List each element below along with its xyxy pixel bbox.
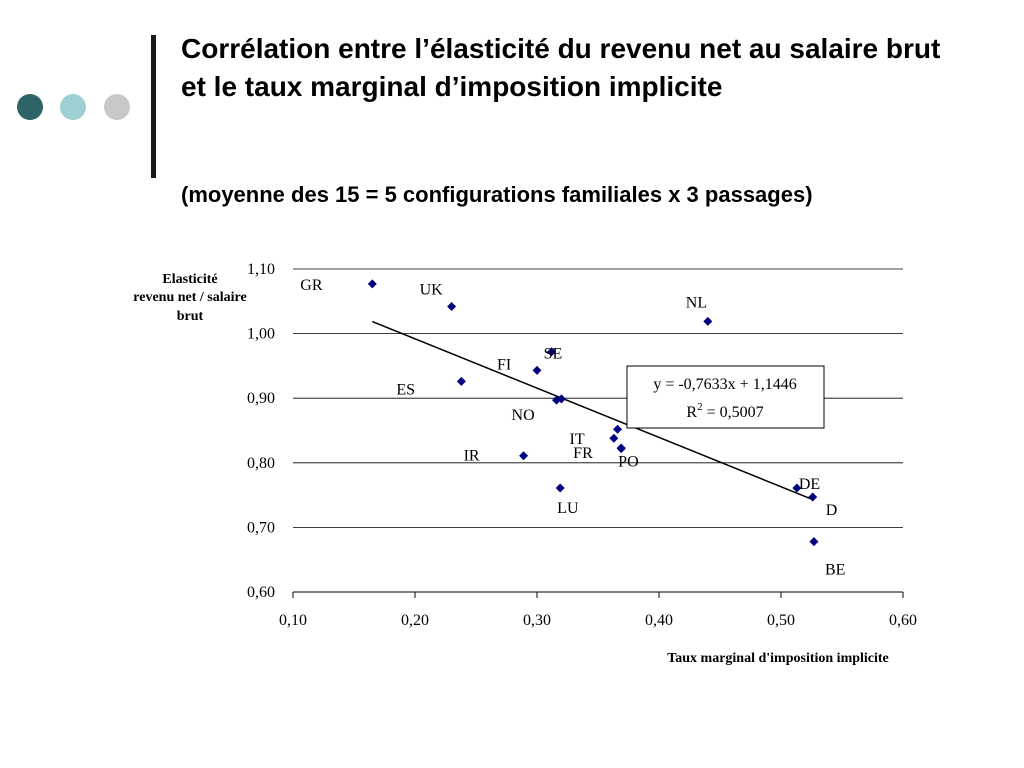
data-point [547,347,557,357]
y-tick-label: 1,10 [247,261,275,278]
x-tick-label: 0,60 [889,612,917,629]
point-label: FI [497,356,511,373]
equation-box: y = -0,7633x + 1,1446 R2 = 0,5007 [626,365,825,429]
y-axis-label: Elasticité revenu net / salaire brut [133,272,246,324]
point-label: NL [686,294,707,311]
data-points [367,279,819,547]
data-point [613,424,623,434]
data-point [792,483,802,493]
data-point [609,433,619,443]
point-label: IR [464,448,480,465]
point-label: SE [544,346,563,363]
grid-lines [292,268,904,598]
data-point [367,279,377,289]
y-tick-label: 0,60 [247,584,275,601]
data-point [616,444,626,454]
title-accent-bar [151,35,156,178]
data-point [808,492,818,502]
equation-text: y = -0,7633x + 1,1446 [653,376,796,393]
data-point [703,316,713,326]
point-label: BE [825,562,845,579]
slide-subtitle: (moyenne des 15 = 5 configurations famil… [181,182,813,207]
decor-dot-gray [104,94,130,120]
x-axis-label: Taux marginal d'imposition implicite [667,651,889,666]
y-axis-label-line-3: brut [177,309,204,324]
point-label: IT [570,431,585,448]
point-label: D [826,502,838,519]
data-point [456,376,466,386]
data-point [809,537,819,547]
decor-dot-light-blue [60,94,86,120]
y-tick-labels: 0,60 0,70 0,80 0,90 1,00 1,10 [247,261,275,601]
trend-line [372,320,815,501]
point-label: GR [300,277,323,294]
slide-title: Corrélation entre l’élasticité du revenu… [181,33,941,102]
data-point [556,394,566,404]
y-axis-label-line-2: revenu net / salaire [133,290,246,305]
y-tick-label: 0,70 [247,519,275,536]
x-tick-label: 0,50 [767,612,795,629]
data-point [555,483,565,493]
x-tick-labels: 0,10 0,20 0,30 0,40 0,50 0,60 [279,612,917,629]
x-tick-label: 0,40 [645,612,673,629]
data-point [532,365,542,375]
point-label: ES [396,381,415,398]
data-point [447,301,457,311]
y-tick-label: 1,00 [247,326,275,343]
point-label: PO [618,454,638,471]
point-label: UK [420,281,444,298]
y-axis-label-line-1: Elasticité [162,272,217,287]
data-point [519,451,529,461]
y-tick-label: 0,80 [247,455,275,472]
point-label: LU [557,500,579,517]
y-tick-label: 0,90 [247,390,275,407]
point-label: FR [573,445,593,462]
point-label: DE [799,476,820,493]
r-squared-text: R2 = 0,5007 [686,401,763,421]
decor-dot-teal [17,94,43,120]
point-label: NO [512,407,535,424]
x-tick-label: 0,20 [401,612,429,629]
x-tick-label: 0,30 [523,612,551,629]
x-tick-label: 0,10 [279,612,307,629]
